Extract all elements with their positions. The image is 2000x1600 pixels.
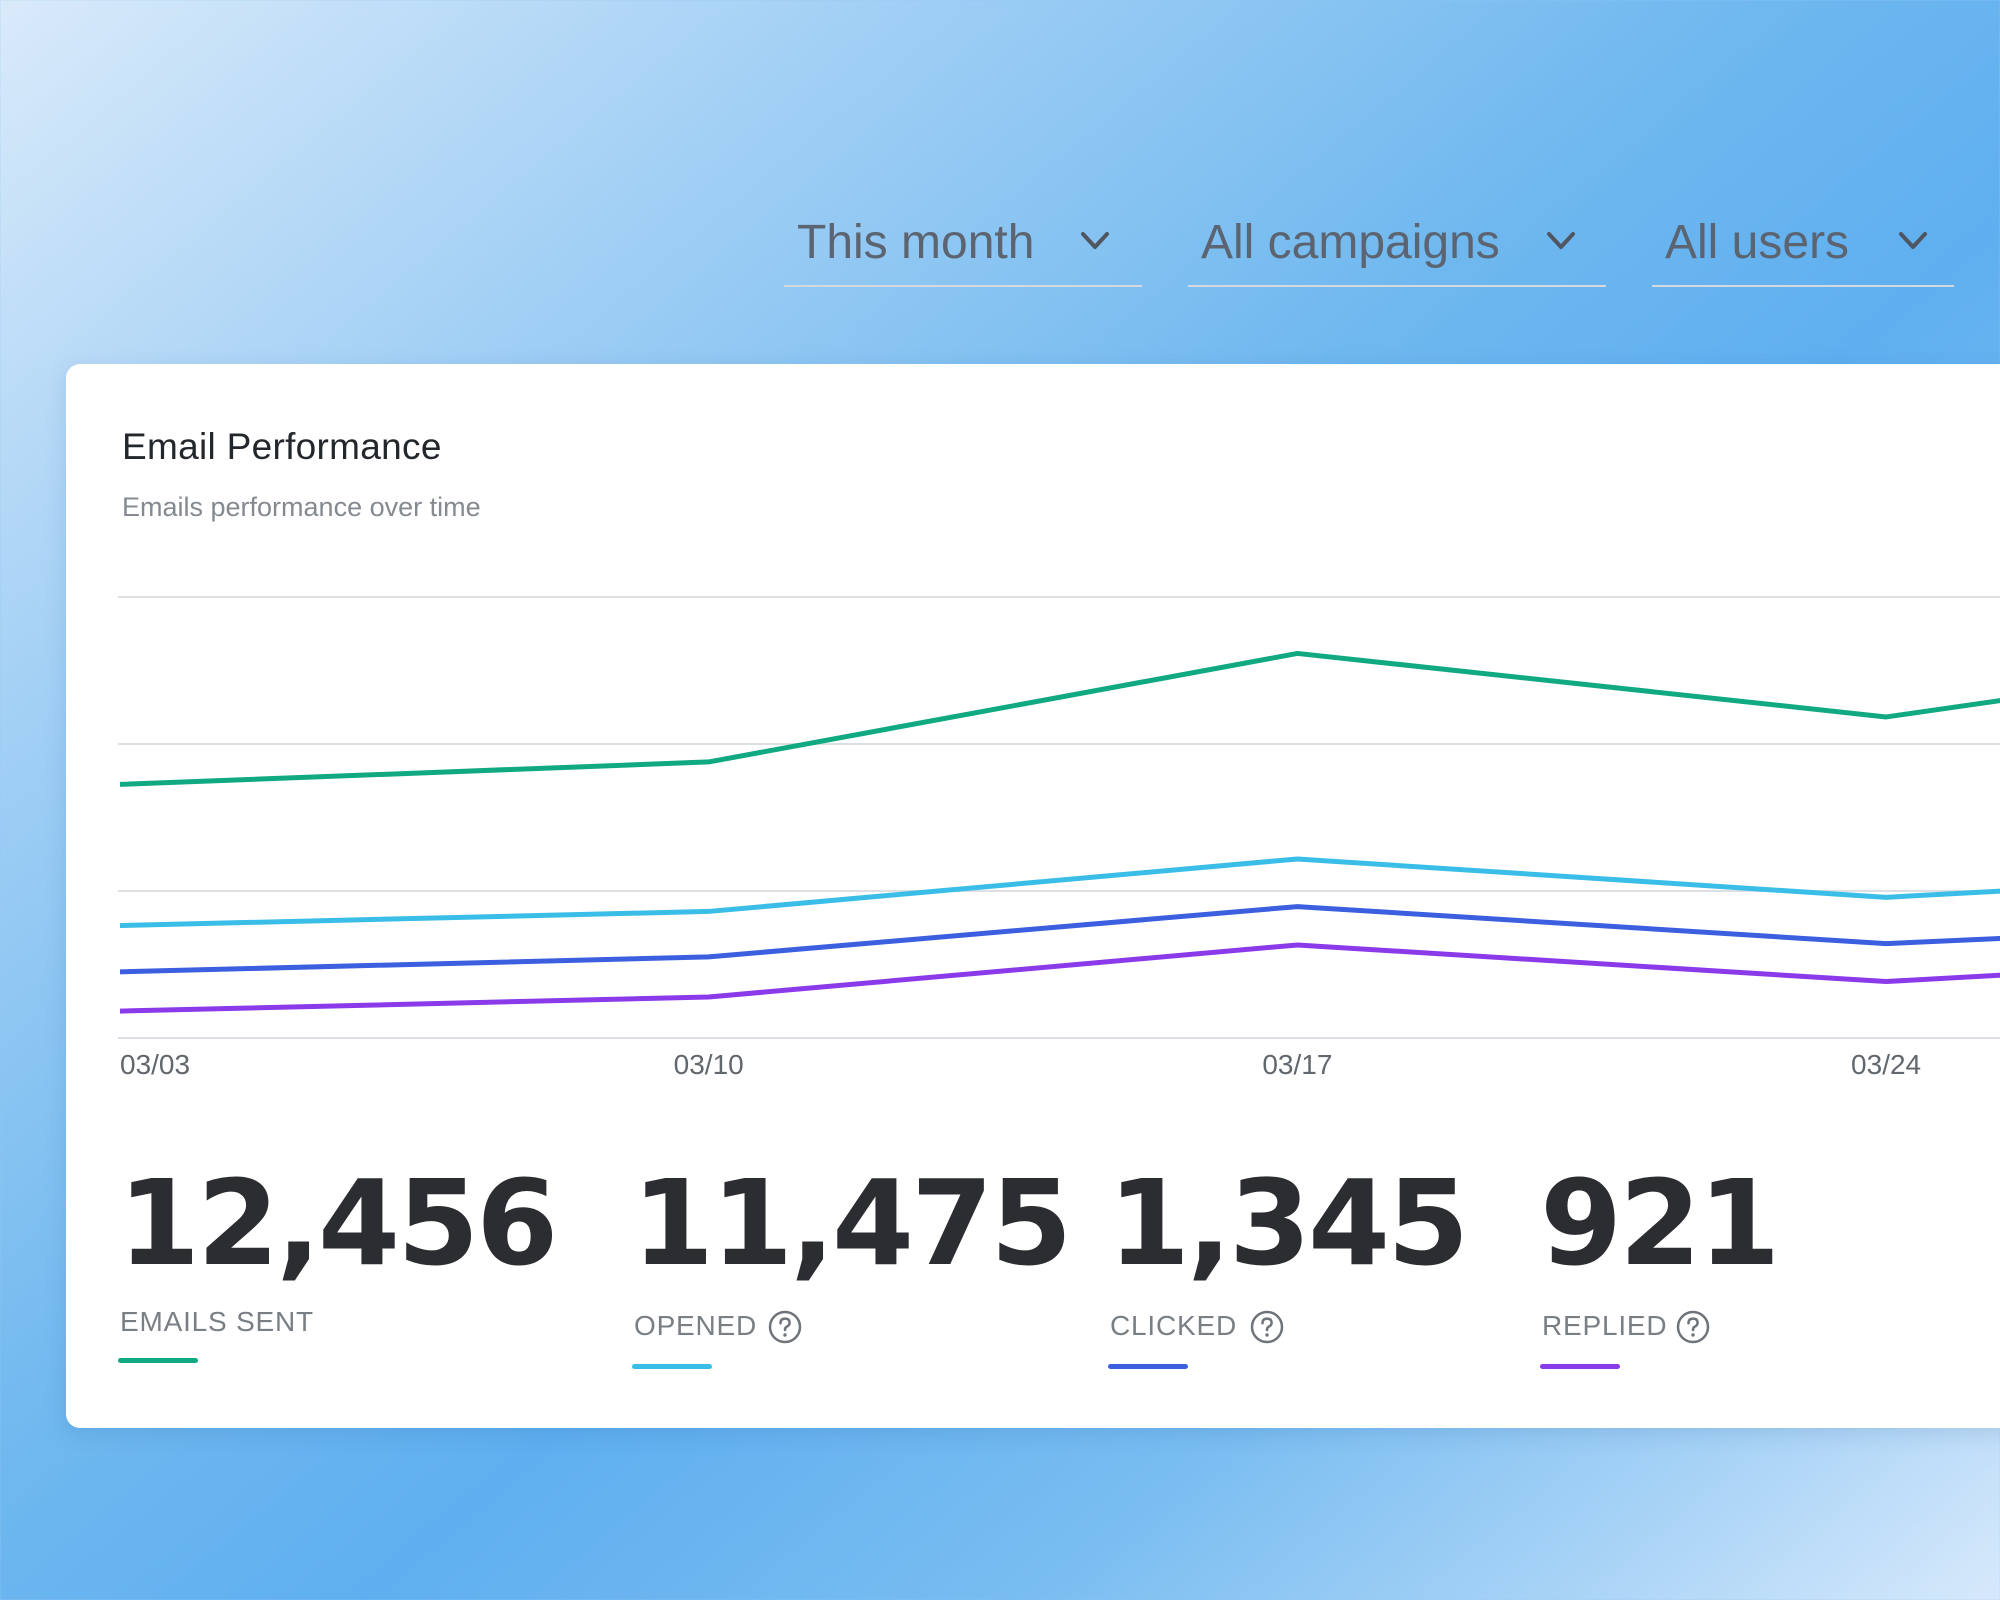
legend-swatch-clicked [1108,1364,1188,1369]
stat-value: 921 [1540,1154,1780,1292]
chevron-down-icon [1547,232,1575,249]
stat-value: 1,345 [1108,1154,1469,1292]
stat-label: REPLIED [1542,1310,1668,1341]
chevron-down-icon [1081,232,1109,249]
users-dropdown[interactable]: All users [1652,205,1954,287]
help-circle-icon[interactable] [768,1310,802,1344]
series-line-opened [119,856,2000,929]
legend-swatch-opened [632,1364,712,1369]
x-tick-label: 03/24 [1851,1049,1921,1080]
help-circle-icon[interactable] [1250,1310,1284,1344]
x-tick-label: 03/10 [674,1049,744,1080]
stat-value: 11,475 [632,1154,1072,1292]
stat-label: EMAILS SENT [120,1306,314,1337]
card-subtitle: Emails performance over time [122,492,481,522]
series-line-replied [119,942,2000,1014]
legend-swatch-replied [1540,1364,1620,1369]
x-tick-label: 03/03 [120,1049,190,1080]
chevron-down-icon [1899,232,1927,249]
period-dropdown-label: This month [797,216,1035,269]
series-line-emails-sent [119,650,2000,787]
users-dropdown-label: All users [1665,216,1850,269]
email-performance-chart: 03/03 03/10 03/17 03/24 [118,596,2000,1080]
stat-value: 12,456 [118,1154,558,1292]
legend-swatch-sent [118,1358,198,1363]
x-tick-label: 03/17 [1262,1049,1332,1080]
period-dropdown[interactable]: This month [784,205,1142,287]
stat-label: CLICKED [1110,1310,1237,1341]
help-circle-icon[interactable] [1676,1310,1710,1344]
campaigns-dropdown-label: All campaigns [1201,216,1500,269]
stat-label: OPENED [634,1310,758,1341]
series-line-clicked [119,904,2000,975]
email-performance-card: Email Performance Emails performance ove… [66,364,2000,1428]
campaigns-dropdown[interactable]: All campaigns [1188,205,1606,287]
card-title: Email Performance [122,426,442,467]
